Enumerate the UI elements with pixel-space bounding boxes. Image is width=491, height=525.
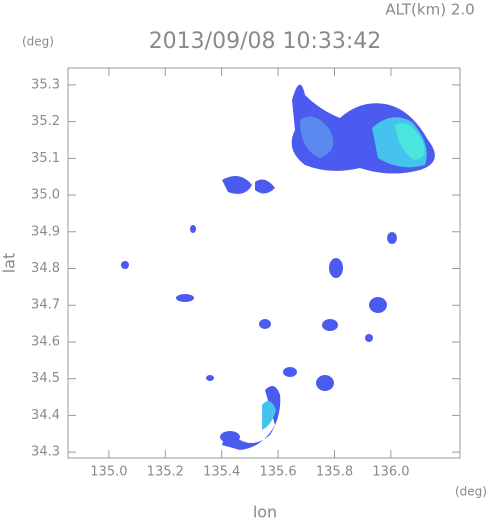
x-tick-label: 135.6 [259,465,296,480]
chart-title: 2013/09/08 10:33:42 [149,29,382,54]
radar-echoes [121,84,435,450]
x-tick-label: 135.0 [90,465,127,480]
plot-frame [67,67,461,459]
x-axis-label: lon [253,503,277,522]
y-unit: (deg) [22,35,54,49]
y-tick-label: 35.1 [31,151,60,166]
y-tick-label: 34.4 [31,408,60,423]
x-unit: (deg) [455,485,487,499]
y-tick-label: 34.6 [31,334,60,349]
y-tick-label: 35.0 [31,188,60,203]
x-tick-label: 135.8 [316,465,353,480]
x-tick-label: 135.2 [147,465,184,480]
y-tick-label: 35.2 [31,114,60,129]
x-tick-label: 135.4 [203,465,240,480]
y-axis-label: lat [0,253,19,274]
y-tick-label: 34.8 [31,261,60,276]
x-tick-label: 136.0 [372,465,409,480]
y-tick-label: 34.9 [31,224,60,239]
y-tick-label: 34.7 [31,298,60,313]
y-tick-label: 34.5 [31,371,60,386]
altitude-label: ALT(km) 2.0 [385,1,474,19]
y-tick-label: 34.3 [31,445,60,460]
y-tick-label: 35.3 [31,77,60,92]
